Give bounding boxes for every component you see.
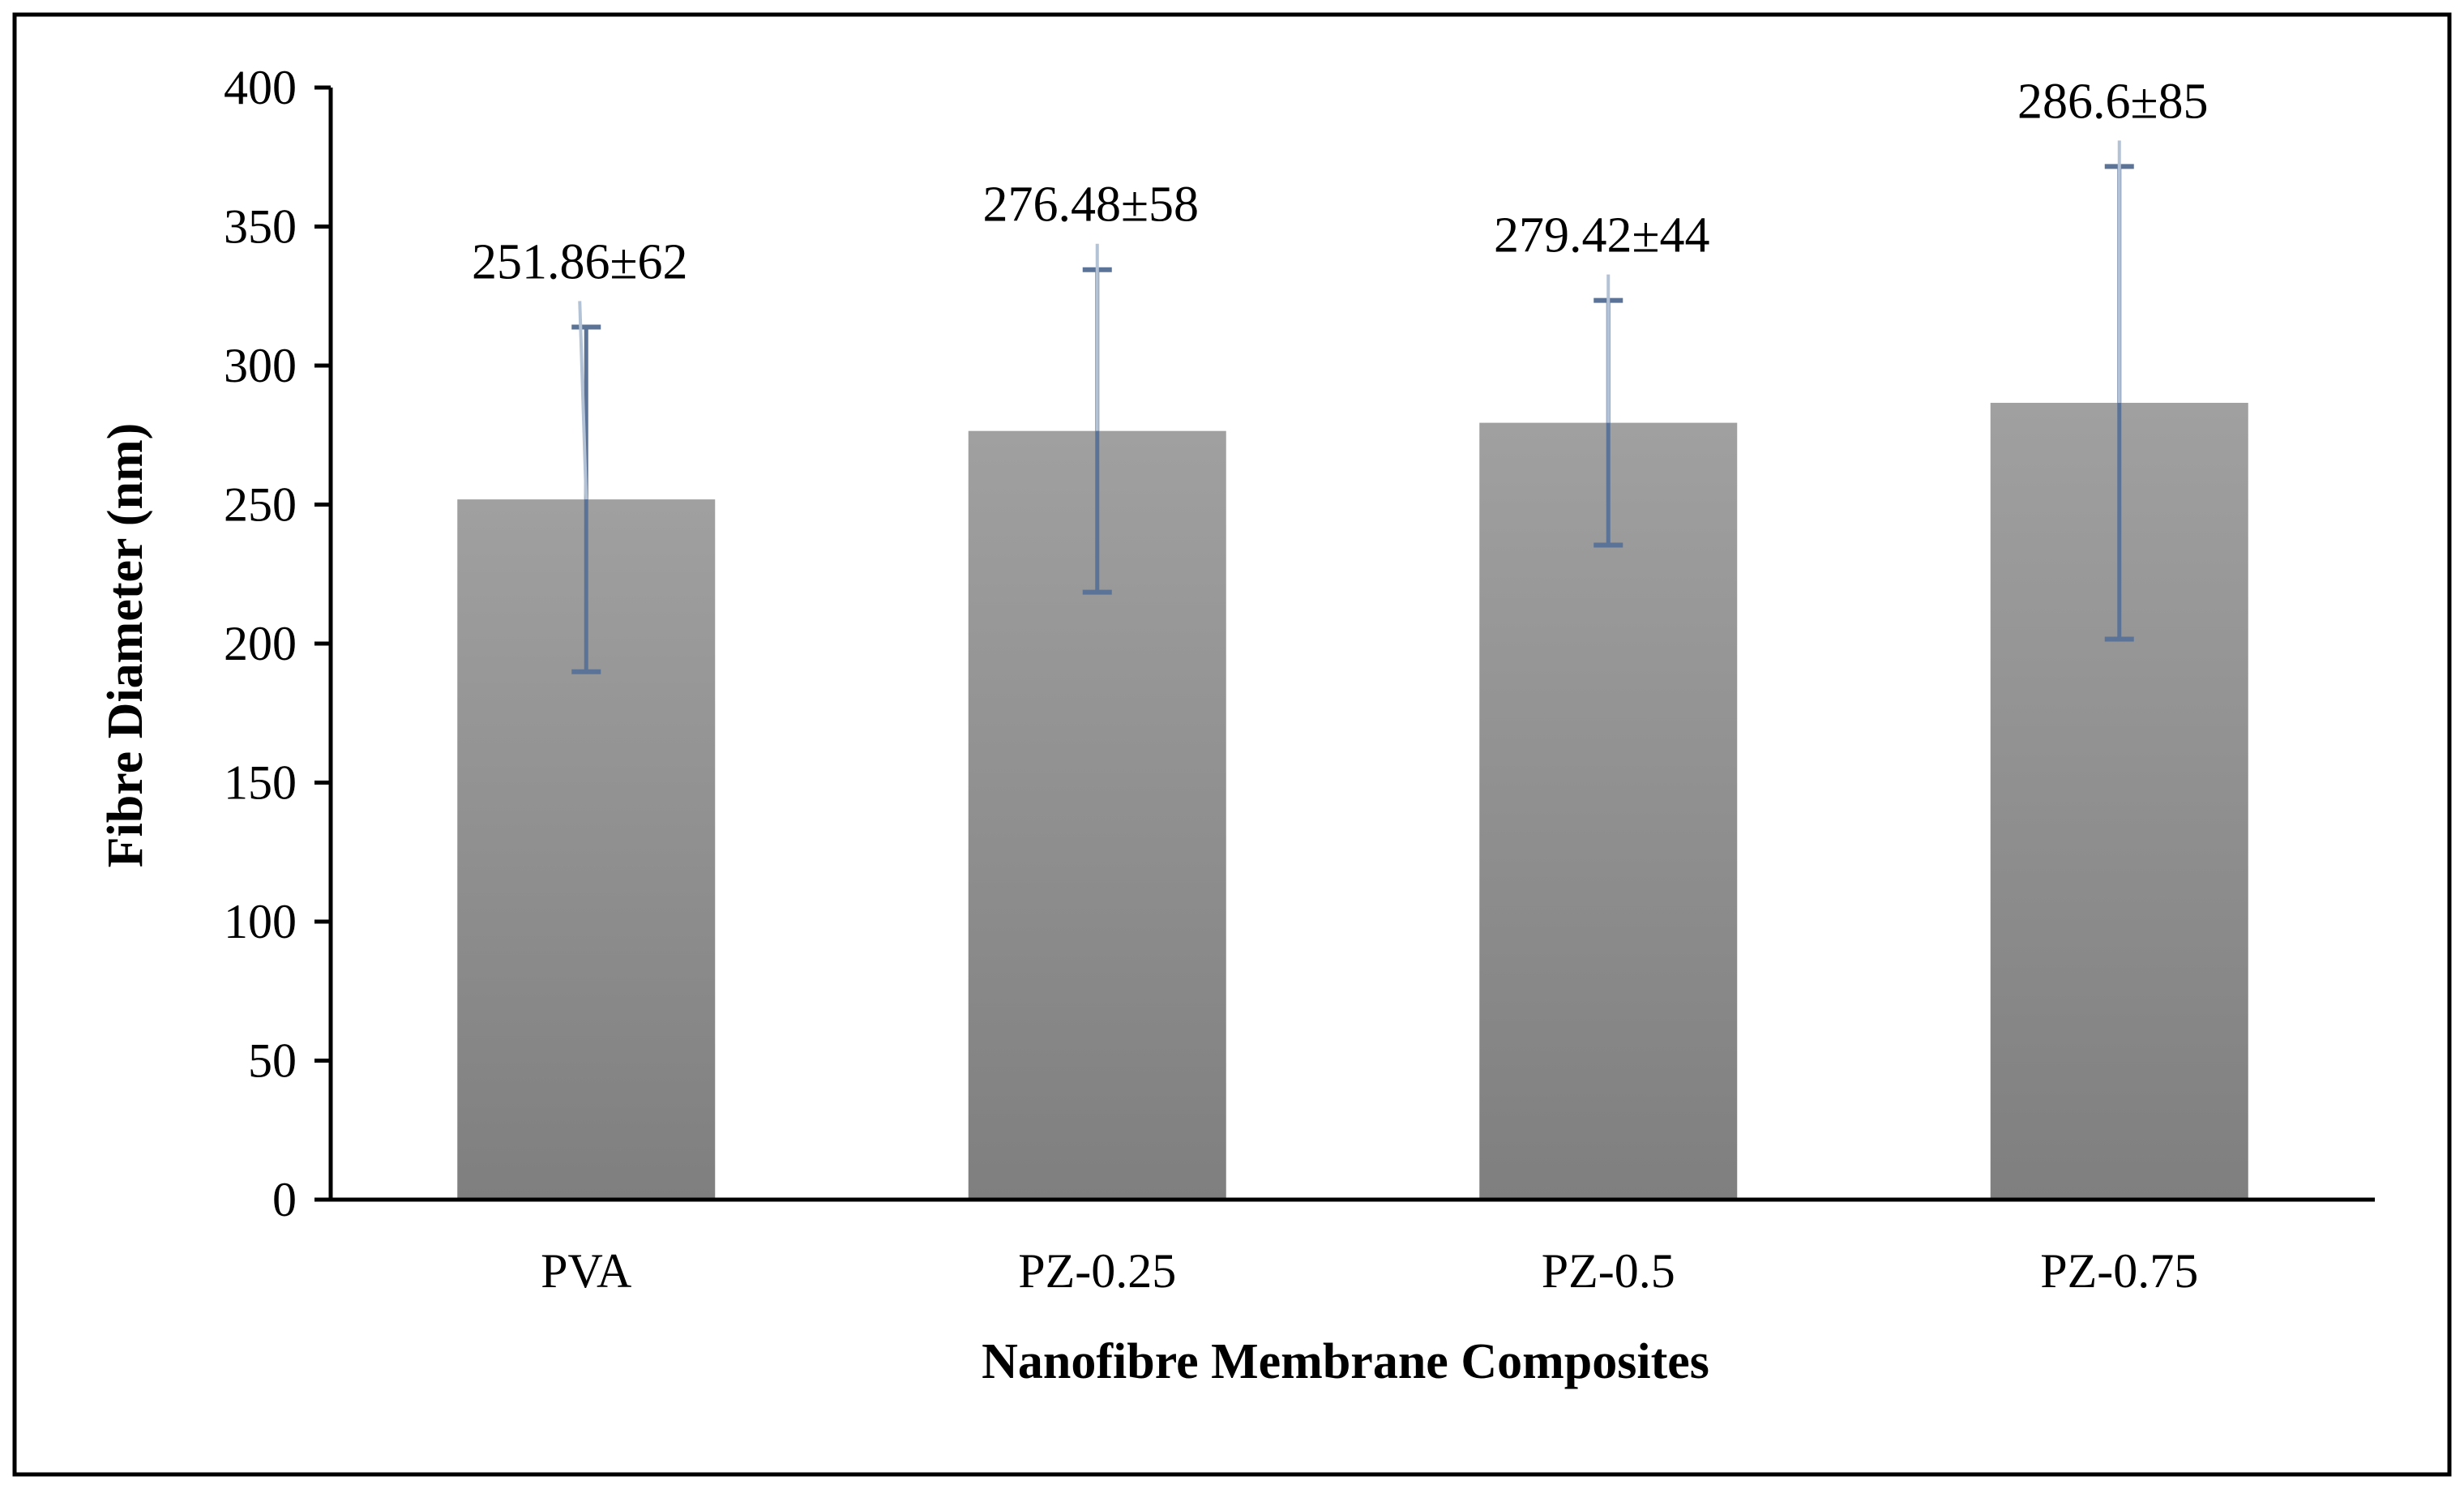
y-tick-label: 0 (272, 1173, 297, 1226)
bar (1479, 422, 1738, 1200)
y-tick-label: 250 (224, 478, 297, 532)
data-label: 251.86±62 (472, 234, 688, 289)
data-label: 286.6±85 (2017, 74, 2209, 129)
data-label: 279.42±44 (1494, 208, 1710, 263)
y-tick-label: 100 (224, 895, 297, 948)
y-tick-label: 300 (224, 339, 297, 392)
data-labels-layer: 251.86±62 276.48±58 279.42±44 286.6±85 (472, 74, 2209, 500)
data-label: 276.48±58 (982, 178, 1199, 233)
x-axis-title: Nanofibre Membrane Composites (982, 1334, 1709, 1389)
y-tick-label: 350 (224, 200, 297, 254)
x-tick-label: PZ-0.75 (2040, 1244, 2198, 1298)
y-tick-label: 150 (224, 756, 297, 810)
y-tick-label: 400 (224, 61, 297, 114)
y-tick-label: 200 (224, 617, 297, 670)
y-tick-label: 50 (248, 1034, 297, 1088)
x-tick-label: PZ-0.5 (1542, 1244, 1675, 1298)
axes-layer: 0 50 100 150 200 250 300 350 400 PVA PZ-0.25 PZ-0.5… (224, 61, 2375, 1298)
y-axis-title: Fibre Diameter (nm) (98, 423, 153, 868)
x-tick-label: PZ-0.25 (1018, 1244, 1176, 1298)
data-label-leader-line (578, 301, 588, 500)
x-tick-label: PVA (541, 1244, 631, 1298)
